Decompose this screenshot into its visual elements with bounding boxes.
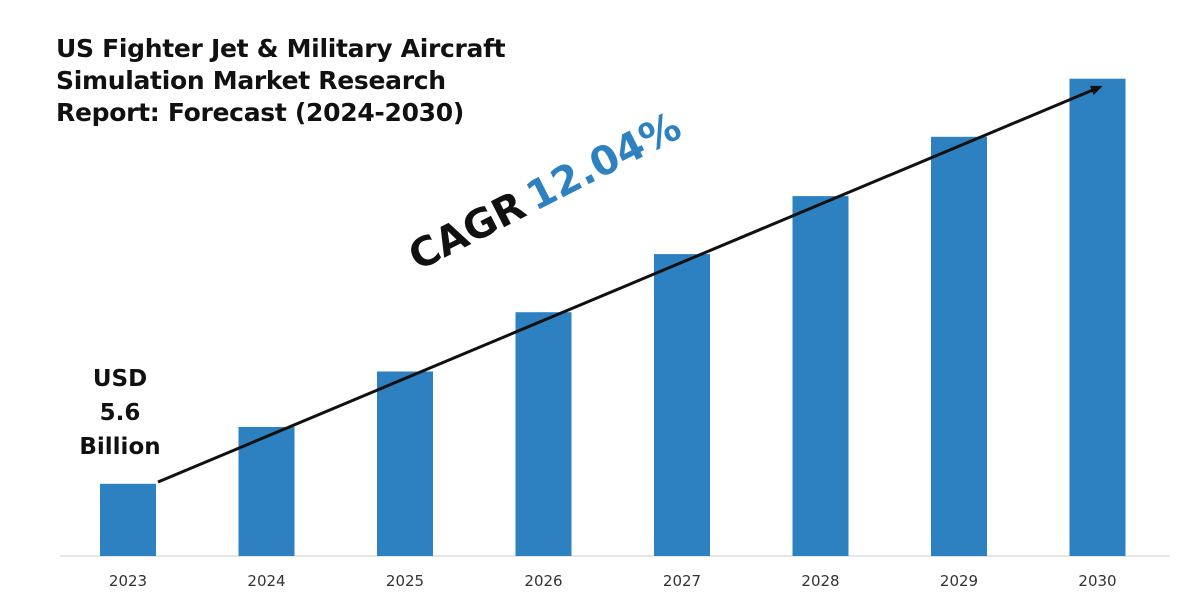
bar-2025 [377, 371, 433, 556]
bar-2027 [654, 254, 710, 556]
start-value-amount: 5.6 [99, 400, 141, 426]
bar-2029 [931, 136, 987, 557]
x-tick-label-2028: 2028 [801, 572, 839, 590]
bar-2026 [515, 312, 572, 556]
start-value-label: USD 5.6 Billion [70, 362, 170, 464]
chart-title-line-1: US Fighter Jet & Military Aircraft [56, 34, 506, 63]
x-tick-label-2024: 2024 [247, 572, 285, 590]
bar-2028 [792, 196, 849, 556]
start-value-currency: USD [92, 366, 148, 392]
x-tick-label-2027: 2027 [663, 572, 701, 590]
trend-arrow [157, 85, 1103, 484]
chart-title-line-3: Report: Forecast (2024-2030) [56, 98, 464, 127]
x-tick-label-2030: 2030 [1078, 572, 1116, 590]
x-tick-label-2026: 2026 [524, 572, 562, 590]
x-tick-label-2025: 2025 [386, 572, 424, 590]
bar-2024 [238, 427, 295, 556]
bars [100, 78, 1126, 557]
x-tick-labels: 2023 2024 2025 2026 2027 2028 2029 2030 [109, 572, 1117, 590]
x-tick-label-2023: 2023 [109, 572, 147, 590]
chart-title: US Fighter Jet & Military Aircraft Simul… [56, 33, 616, 129]
x-tick-label-2029: 2029 [940, 572, 978, 590]
start-value-unit: Billion [79, 434, 161, 460]
bar-2023 [100, 483, 156, 556]
bar-2030 [1069, 78, 1126, 556]
chart-title-line-2: Simulation Market Research [56, 66, 446, 95]
